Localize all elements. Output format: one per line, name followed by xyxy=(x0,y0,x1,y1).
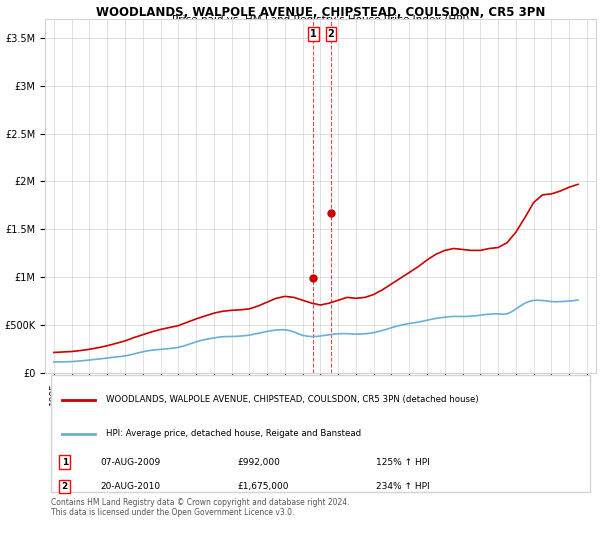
Text: 125% ↑ HPI: 125% ↑ HPI xyxy=(376,458,429,466)
Text: £1,675,000: £1,675,000 xyxy=(238,482,289,491)
Text: Contains HM Land Registry data © Crown copyright and database right 2024.
This d: Contains HM Land Registry data © Crown c… xyxy=(50,498,349,517)
Text: 07-AUG-2009: 07-AUG-2009 xyxy=(100,458,160,466)
Text: 2: 2 xyxy=(328,29,334,39)
Text: HPI: Average price, detached house, Reigate and Banstead: HPI: Average price, detached house, Reig… xyxy=(106,430,361,438)
Text: 20-AUG-2010: 20-AUG-2010 xyxy=(100,482,160,491)
Text: 1: 1 xyxy=(310,29,317,39)
FancyBboxPatch shape xyxy=(50,376,590,492)
Text: 234% ↑ HPI: 234% ↑ HPI xyxy=(376,482,429,491)
Text: WOODLANDS, WALPOLE AVENUE, CHIPSTEAD, COULSDON, CR5 3PN: WOODLANDS, WALPOLE AVENUE, CHIPSTEAD, CO… xyxy=(96,6,545,20)
Text: 2: 2 xyxy=(62,482,68,491)
Text: WOODLANDS, WALPOLE AVENUE, CHIPSTEAD, COULSDON, CR5 3PN (detached house): WOODLANDS, WALPOLE AVENUE, CHIPSTEAD, CO… xyxy=(106,395,478,404)
Text: 1: 1 xyxy=(62,458,68,466)
Text: Price paid vs. HM Land Registry's House Price Index (HPI): Price paid vs. HM Land Registry's House … xyxy=(172,15,469,25)
Text: £992,000: £992,000 xyxy=(238,458,281,466)
